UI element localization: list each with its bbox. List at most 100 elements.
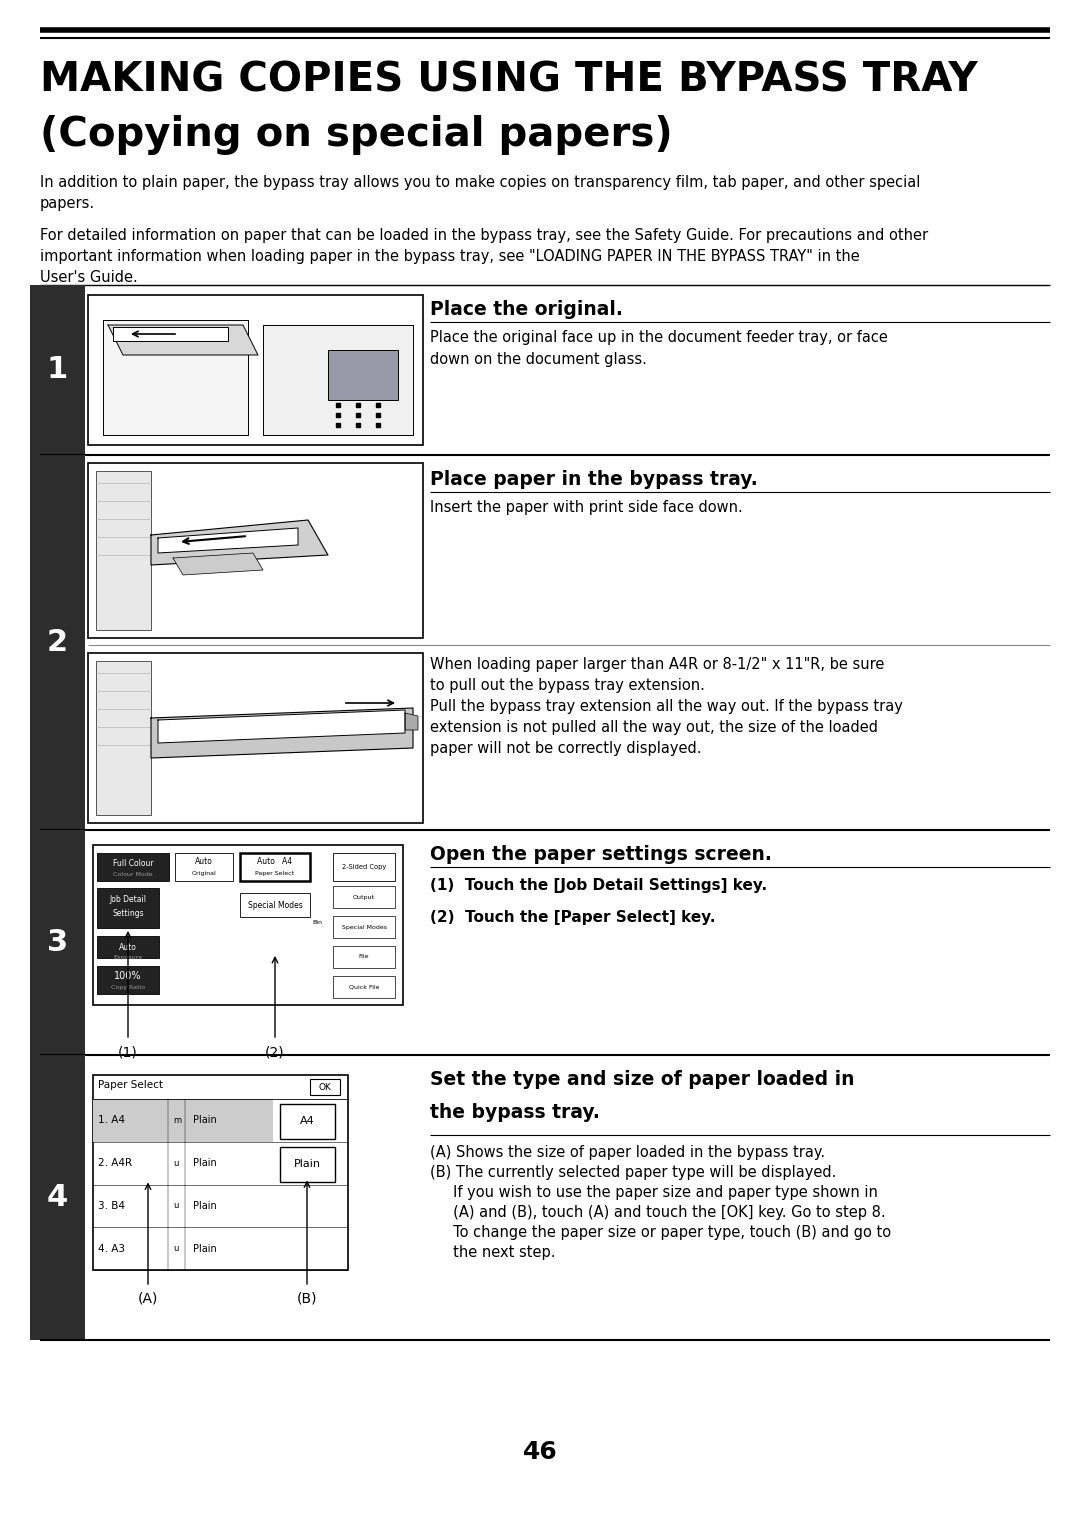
Bar [280, 1146, 335, 1181]
Text: (2)  Touch the [Paper Select] key.: (2) Touch the [Paper Select] key. [430, 911, 715, 924]
Text: Auto: Auto [119, 943, 137, 952]
Polygon shape [158, 711, 405, 743]
Text: MAKING COPIES USING THE BYPASS TRAY: MAKING COPIES USING THE BYPASS TRAY [40, 60, 977, 99]
Bar [93, 845, 403, 1005]
Text: (Copying on special papers): (Copying on special papers) [40, 115, 673, 154]
Text: Auto   A4: Auto A4 [257, 857, 293, 866]
Bar [30, 455, 85, 830]
Text: 4: 4 [46, 1183, 68, 1212]
Text: Plain: Plain [193, 1244, 217, 1253]
Text: Output: Output [353, 894, 375, 900]
Text: the next step.: the next step. [430, 1245, 555, 1261]
Text: the bypass tray.: the bypass tray. [430, 1103, 599, 1122]
Text: u: u [173, 1158, 178, 1167]
Text: Copy Ratio: Copy Ratio [111, 986, 145, 990]
Text: Open the paper settings screen.: Open the paper settings screen. [430, 845, 772, 863]
Bar [87, 652, 423, 824]
Text: Original: Original [191, 871, 216, 877]
Bar [333, 946, 395, 969]
Bar [175, 853, 233, 882]
Bar [310, 1079, 340, 1096]
Text: Plain: Plain [294, 1160, 321, 1169]
Polygon shape [108, 325, 258, 354]
Text: 2: 2 [46, 628, 68, 657]
Text: For detailed information on paper that can be loaded in the bypass tray, see the: For detailed information on paper that c… [40, 228, 928, 286]
Text: Colour Mode: Colour Mode [113, 872, 152, 877]
Bar [30, 286, 85, 455]
Text: m: m [173, 1115, 181, 1125]
Polygon shape [158, 529, 298, 553]
Text: (1)  Touch the [Job Detail Settings] key.: (1) Touch the [Job Detail Settings] key. [430, 879, 767, 892]
Polygon shape [151, 520, 328, 565]
Text: Plain: Plain [193, 1201, 217, 1210]
Polygon shape [103, 319, 248, 435]
Text: Plain: Plain [193, 1115, 217, 1126]
Text: 46: 46 [523, 1439, 557, 1464]
Bar [97, 966, 159, 995]
Polygon shape [173, 553, 264, 575]
Text: (1): (1) [118, 1045, 138, 1059]
Text: Auto: Auto [195, 857, 213, 866]
Text: To change the paper size or paper type, touch (B) and go to: To change the paper size or paper type, … [430, 1225, 891, 1241]
Text: 3: 3 [46, 927, 68, 957]
Text: Full Colour: Full Colour [112, 859, 153, 868]
Polygon shape [405, 714, 418, 730]
Text: (A) and (B), touch (A) and touch the [OK] key. Go to step 8.: (A) and (B), touch (A) and touch the [OK… [430, 1206, 886, 1219]
Bar [96, 471, 151, 630]
Bar [333, 915, 395, 938]
Bar [30, 1054, 85, 1340]
Text: 100%: 100% [114, 970, 141, 981]
Text: (A): (A) [138, 1293, 158, 1306]
Bar [240, 853, 310, 882]
Text: Set the type and size of paper loaded in: Set the type and size of paper loaded in [430, 1070, 854, 1089]
Bar [97, 853, 168, 882]
Text: Paper Select: Paper Select [256, 871, 295, 877]
Bar [87, 463, 423, 639]
Text: (2): (2) [266, 1045, 285, 1059]
Text: Job Detail: Job Detail [109, 895, 147, 905]
Text: 3. B4: 3. B4 [98, 1201, 125, 1210]
Bar [93, 1076, 348, 1270]
Text: Insert the paper with print side face down.: Insert the paper with print side face do… [430, 500, 743, 515]
Text: 1: 1 [46, 356, 68, 385]
Text: Special Modes: Special Modes [247, 900, 302, 909]
Text: OK: OK [319, 1082, 332, 1091]
Text: (B): (B) [297, 1293, 318, 1306]
Bar [333, 853, 395, 882]
Text: Bin: Bin [312, 920, 322, 926]
Polygon shape [151, 707, 413, 758]
Text: If you wish to use the paper size and paper type shown in: If you wish to use the paper size and pa… [430, 1186, 878, 1199]
Text: Place the original face up in the document feeder tray, or face
down on the docu: Place the original face up in the docume… [430, 330, 888, 367]
Text: Place paper in the bypass tray.: Place paper in the bypass tray. [430, 471, 758, 489]
Bar [240, 892, 310, 917]
Text: File: File [359, 955, 369, 960]
Text: 4. A3: 4. A3 [98, 1244, 125, 1253]
Bar [333, 976, 395, 998]
Text: Settings: Settings [112, 909, 144, 918]
Text: Exposure: Exposure [113, 955, 143, 960]
Text: 2. A4R: 2. A4R [98, 1158, 132, 1167]
Text: 2-Sided Copy: 2-Sided Copy [342, 863, 387, 869]
Text: When loading paper larger than A4R or 8-1/2" x 11"R, be sure
to pull out the byp: When loading paper larger than A4R or 8-… [430, 657, 903, 756]
Text: u: u [173, 1201, 178, 1210]
Text: In addition to plain paper, the bypass tray allows you to make copies on transpa: In addition to plain paper, the bypass t… [40, 176, 920, 211]
Text: (B) The currently selected paper type will be displayed.: (B) The currently selected paper type wi… [430, 1164, 836, 1180]
Bar [328, 350, 399, 400]
Text: A4: A4 [299, 1117, 314, 1126]
Text: 1. A4: 1. A4 [98, 1115, 125, 1126]
Bar [87, 295, 423, 445]
Text: u: u [173, 1244, 178, 1253]
Text: (A) Shows the size of paper loaded in the bypass tray.: (A) Shows the size of paper loaded in th… [430, 1144, 825, 1160]
Text: Quick File: Quick File [349, 984, 379, 990]
Bar [280, 1105, 335, 1138]
Bar [96, 662, 151, 814]
Polygon shape [113, 327, 228, 341]
Bar [30, 830, 85, 1054]
Bar [97, 937, 159, 958]
Polygon shape [264, 325, 413, 435]
Text: Special Modes: Special Modes [341, 924, 387, 929]
Bar [97, 888, 159, 927]
Bar [333, 886, 395, 908]
Text: Place the original.: Place the original. [430, 299, 623, 319]
Text: Plain: Plain [193, 1158, 217, 1167]
